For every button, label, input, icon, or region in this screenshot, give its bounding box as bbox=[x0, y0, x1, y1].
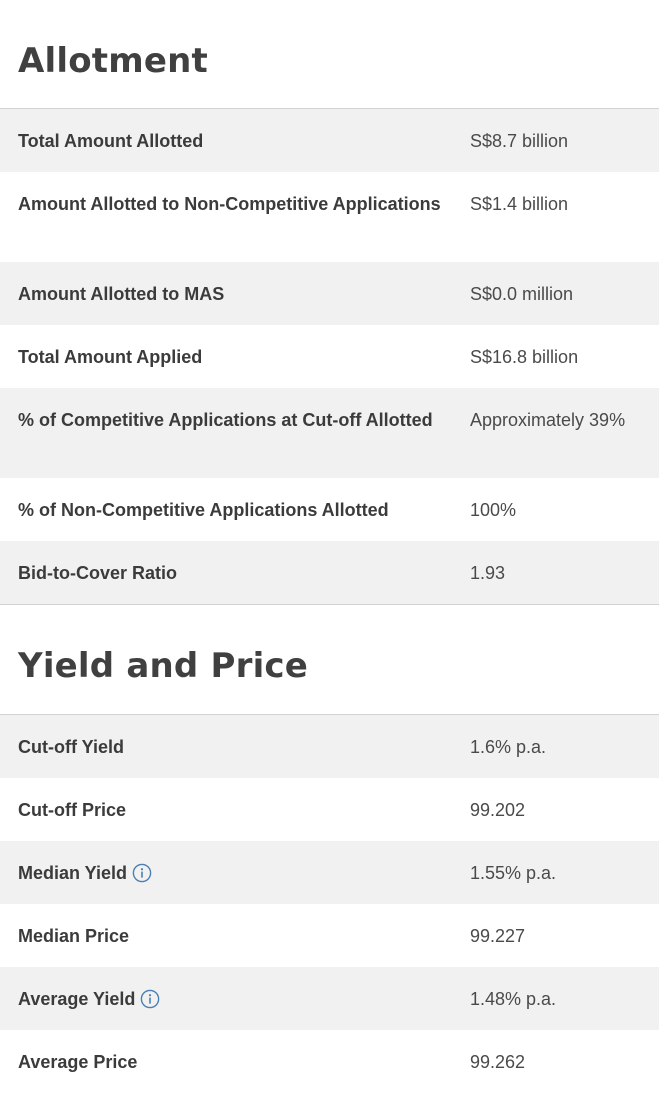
table-row: Amount Allotted to Non-Competitive Appli… bbox=[0, 172, 659, 262]
row-value: 99.202 bbox=[470, 800, 526, 820]
row-label: Cut-off Yield bbox=[18, 737, 124, 757]
table-row: % of Non-Competitive Applications Allott… bbox=[0, 478, 659, 541]
row-label: Amount Allotted to MAS bbox=[18, 284, 225, 304]
row-label: Cut-off Price bbox=[18, 800, 126, 820]
table-row: Average Yield 1.48% p.a. bbox=[0, 967, 659, 1030]
info-icon[interactable] bbox=[132, 863, 152, 883]
row-value: S$16.8 billion bbox=[470, 347, 579, 367]
table-row: Bid-to-Cover Ratio 1.93 bbox=[0, 541, 659, 604]
row-value: 1.6% p.a. bbox=[470, 737, 547, 757]
table-row: Amount Allotted to MAS S$0.0 million bbox=[0, 262, 659, 325]
row-value: 99.227 bbox=[470, 926, 526, 946]
row-label: % of Competitive Applications at Cut-off… bbox=[18, 410, 433, 430]
row-label: Median Yield bbox=[18, 860, 470, 887]
row-value: S$1.4 billion bbox=[470, 194, 569, 214]
info-icon[interactable] bbox=[140, 989, 160, 1009]
row-value: 1.48% p.a. bbox=[470, 989, 557, 1009]
row-value: Approximately 39% bbox=[470, 410, 626, 430]
row-label: % of Non-Competitive Applications Allott… bbox=[18, 500, 389, 520]
table-row: Median Yield 1.55% p.a. bbox=[0, 841, 659, 904]
allotment-heading: Allotment bbox=[18, 41, 208, 81]
yield-price-heading: Yield and Price bbox=[18, 646, 309, 686]
row-label: Bid-to-Cover Ratio bbox=[18, 563, 177, 583]
table-row: Cut-off Price 99.202 bbox=[0, 778, 659, 841]
table-row: Total Amount Allotted S$8.7 billion bbox=[0, 109, 659, 172]
row-value: 1.55% p.a. bbox=[470, 863, 557, 883]
table-row: Cut-off Yield 1.6% p.a. bbox=[0, 715, 659, 778]
row-label: Amount Allotted to Non-Competitive Appli… bbox=[18, 194, 441, 214]
row-value: 99.262 bbox=[470, 1052, 526, 1072]
allotment-table: Total Amount Allotted S$8.7 billion Amou… bbox=[0, 108, 659, 605]
row-label: Total Amount Allotted bbox=[18, 131, 204, 151]
row-value: S$0.0 million bbox=[470, 284, 574, 304]
row-value: 1.93 bbox=[470, 563, 506, 583]
yield-price-table: Cut-off Yield 1.6% p.a. Cut-off Price 99… bbox=[0, 714, 659, 1093]
table-row: Average Price 99.262 bbox=[0, 1030, 659, 1093]
row-label: Median Price bbox=[18, 926, 130, 946]
row-label: Total Amount Applied bbox=[18, 347, 203, 367]
table-row: % of Competitive Applications at Cut-off… bbox=[0, 388, 659, 478]
table-row: Median Price 99.227 bbox=[0, 904, 659, 967]
row-value: 100% bbox=[470, 500, 517, 520]
row-label: Average Price bbox=[18, 1052, 138, 1072]
table-row: Total Amount Applied S$16.8 billion bbox=[0, 325, 659, 388]
row-value: S$8.7 billion bbox=[470, 131, 569, 151]
row-label: Average Yield bbox=[18, 986, 470, 1013]
